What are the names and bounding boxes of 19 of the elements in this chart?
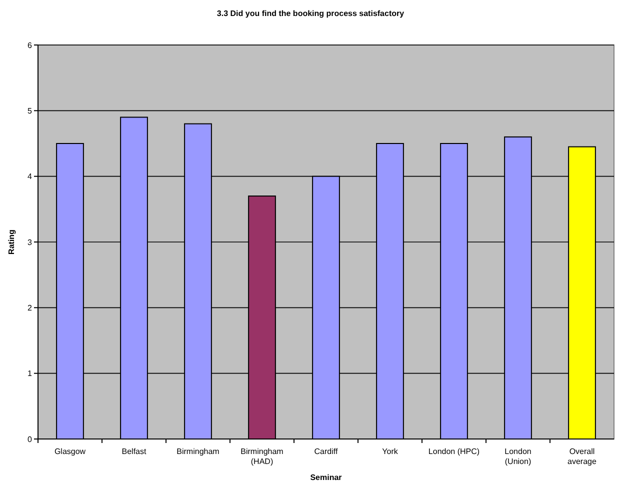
x-tick-label: Birmingham (HAD)	[240, 447, 284, 466]
y-tick-label: 1	[28, 369, 33, 378]
y-tick-label: 4	[28, 172, 33, 182]
y-axis-title: Rating	[7, 229, 16, 254]
y-tick-label: 0	[28, 434, 33, 444]
x-tick-label: Glasgow	[54, 447, 86, 456]
x-tick-label: London (Union)	[504, 447, 532, 466]
y-tick-label: 6	[28, 40, 33, 50]
x-tick-label: London (HPC)	[428, 447, 480, 456]
y-tick-label: 3	[28, 238, 33, 247]
x-tick-label: Cardiff	[314, 447, 338, 456]
x-tick-label: Overall average	[568, 447, 597, 466]
x-tick-label: Birmingham	[176, 447, 220, 456]
chart-title: 3.3 Did you find the booking process satisfactory	[216, 9, 405, 18]
y-tick-label: 2	[28, 303, 33, 312]
x-axis-title: Seminar	[310, 473, 342, 482]
x-tick-label: Belfast	[122, 447, 147, 456]
y-tick-label: 5	[28, 106, 33, 116]
x-tick-label: York	[382, 447, 399, 456]
